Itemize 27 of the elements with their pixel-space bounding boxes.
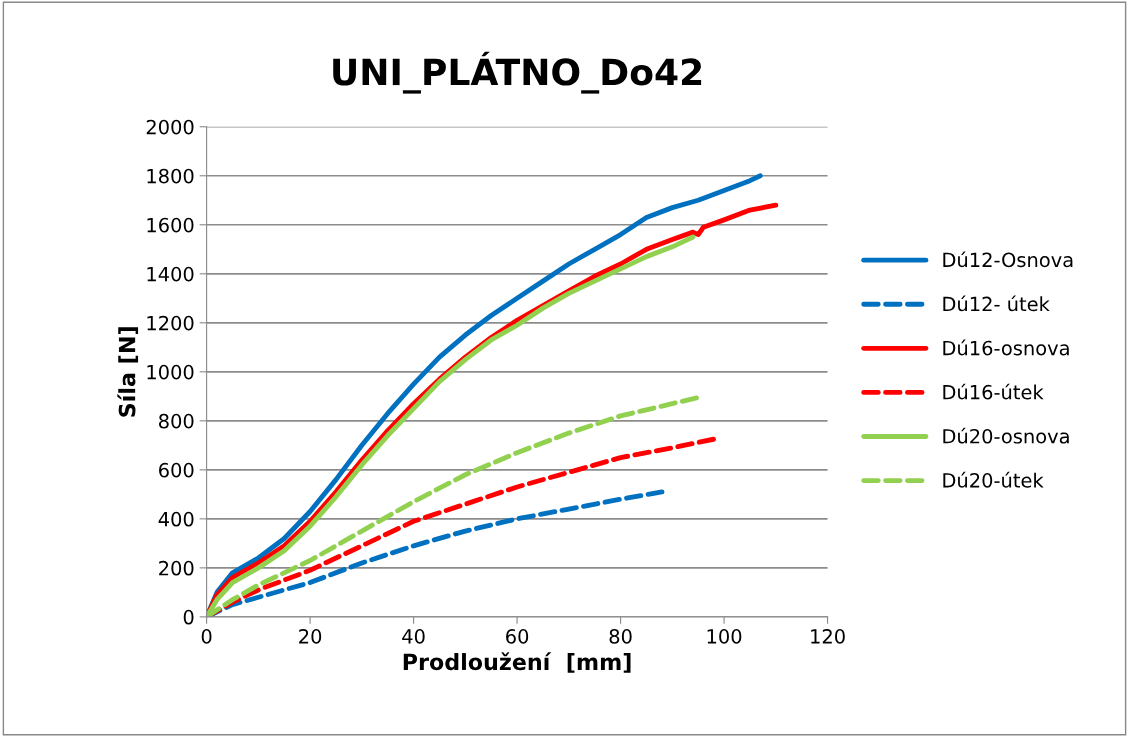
x-tick-label: 100 [707,629,742,644]
x-tick-label: 0 [201,629,212,644]
legend-label: Dú20-osnova [943,427,1069,444]
legend-label: Dú12-Osnova [943,251,1073,268]
x-tick-label: 60 [506,629,529,644]
x-tick-label: 20 [299,629,322,644]
y-tick-label: 600 [159,462,194,478]
legend-label: Dú20-útek [943,471,1044,488]
y-tick-label: 1000 [147,364,194,380]
y-tick-label: 400 [158,511,194,527]
legend-label: Dú16-osnova [943,339,1069,356]
y-tick-label: 200 [159,560,194,576]
y-tick-label: 1200 [147,315,194,331]
x-tick-label: 40 [402,629,425,644]
x-tick-label: 120 [811,629,845,644]
y-tick-label: 800 [159,413,194,429]
y-tick-label: 1600 [147,217,194,233]
y-axis-title: Síla [N] [117,327,139,417]
y-tick-label: 0 [183,609,194,625]
x-tick-label: 80 [609,629,632,644]
y-tick-label: 2000 [146,119,194,135]
y-tick-label: 1400 [147,266,194,282]
y-tick-label: 1800 [147,168,194,184]
legend-label: Dú12- útek [943,295,1050,312]
x-axis-title: Prodloužení [mm] [403,652,631,673]
legend-label: Dú16-útek [943,383,1044,400]
chart-title: UNI_PLÁTNO_Do42 [333,51,702,94]
